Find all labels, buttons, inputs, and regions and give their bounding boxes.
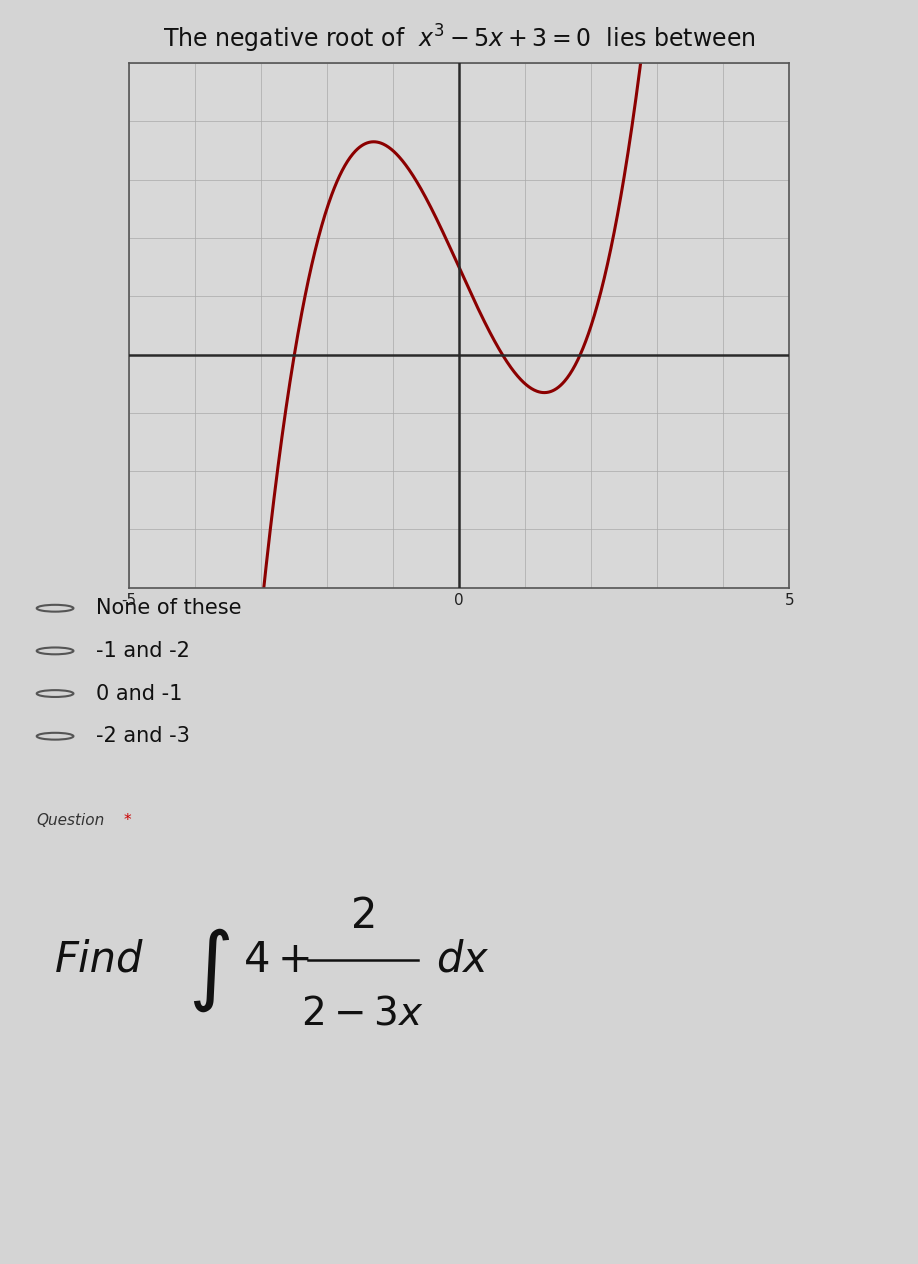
Text: $\int$: $\int$ [188,927,230,1014]
Text: 0 and -1: 0 and -1 [96,684,183,704]
Text: $2 - 3x$: $2 - 3x$ [301,995,424,1033]
Text: $4 +$: $4 +$ [243,939,310,981]
Text: The negative root of  $x^3 - 5x + 3 = 0$  lies between: The negative root of $x^3 - 5x + 3 = 0$ … [162,23,756,54]
Text: $dx$: $dx$ [436,939,489,981]
Text: $2$: $2$ [351,895,375,937]
Text: Find: Find [55,939,143,981]
Text: None of these: None of these [96,598,241,618]
Text: Question: Question [37,813,105,828]
Text: -2 and -3: -2 and -3 [96,727,190,746]
Text: -1 and -2: -1 and -2 [96,641,190,661]
Text: *: * [124,813,131,828]
